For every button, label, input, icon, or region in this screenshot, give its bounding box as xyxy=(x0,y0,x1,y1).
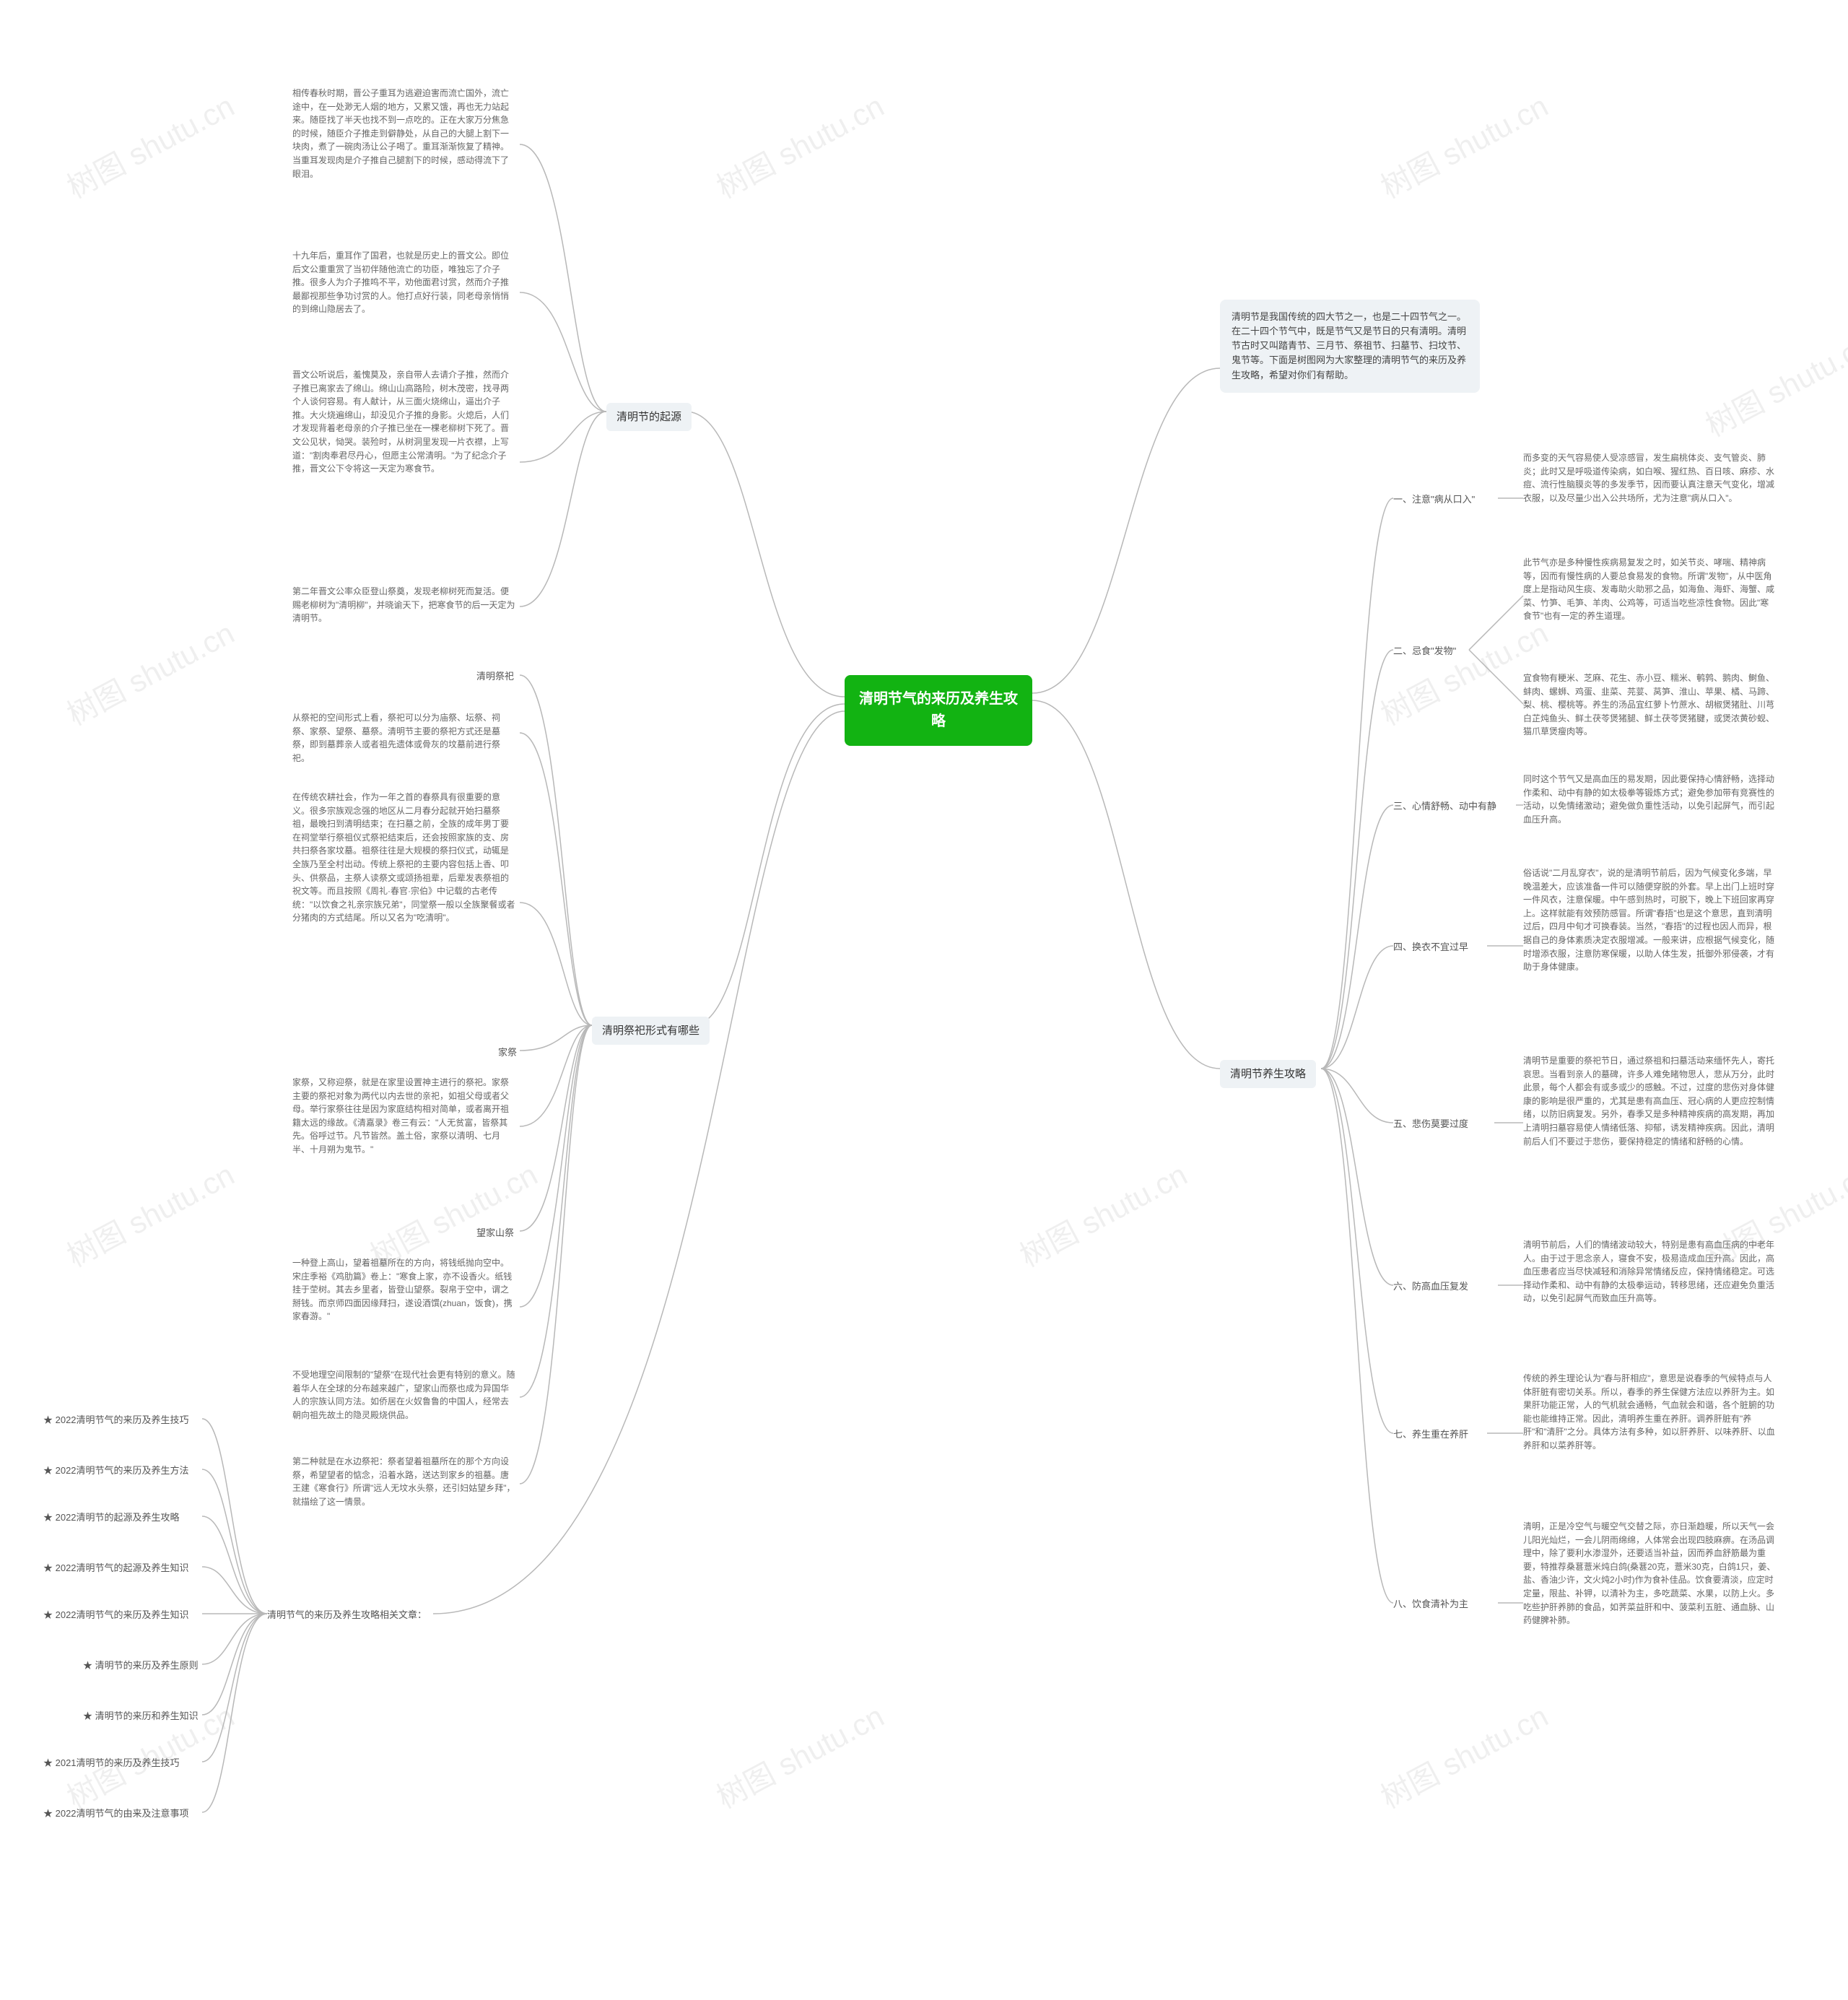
section-origin: 清明节的起源 xyxy=(606,403,692,431)
section-health: 清明节养生攻略 xyxy=(1220,1060,1316,1088)
forms-text-8: 第二种就是在水边祭祀：祭者望着祖墓所在的那个方向设祭，希望望者的惦念，沿着水路，… xyxy=(292,1455,516,1508)
related-7: ★ 2021清明节的来历及养生技巧 xyxy=(43,1756,180,1770)
related-8: ★ 2022清明节气的由来及注意事项 xyxy=(43,1806,189,1821)
point-8-text: 清明，正是冷空气与暖空气交替之际，亦日渐趋暖，所以天气一会儿阳光灿烂，一会儿阴雨… xyxy=(1523,1520,1776,1627)
point-5-text: 清明节是重要的祭祀节日，通过祭祖和扫墓活动来缅怀先人，寄托哀思。当看到亲人的墓碑… xyxy=(1523,1054,1776,1148)
forms-text-2: 在传统农耕社会，作为一年之首的春祭具有很重要的意义。很多宗族观念强的地区从二月春… xyxy=(292,791,516,925)
point-1-text: 而多变的天气容易使人受凉感冒，发生扁桃体炎、支气管炎、肺炎；此时又是呼吸道传染病… xyxy=(1523,451,1776,505)
section-forms: 清明祭祀形式有哪些 xyxy=(592,1017,710,1045)
point-4-text: 俗话说"二月乱穿衣"，说的是清明节前后，因为气候变化多端，早晚温差大，应该准备一… xyxy=(1523,866,1776,974)
point-2-label: 二、忌食"发物" xyxy=(1393,644,1456,658)
watermark: 树图 shutu.cn xyxy=(1011,1151,1194,1276)
point-5-label: 五、悲伤莫要过度 xyxy=(1393,1117,1468,1131)
forms-title-5: 望家山祭 xyxy=(476,1226,514,1240)
point-1-label: 一、注意"病从口入" xyxy=(1393,492,1475,507)
related-0: ★ 2022清明节气的来历及养生技巧 xyxy=(43,1413,189,1427)
intro-box: 清明节是我国传统的四大节之一，也是二十四节气之一。在二十四个节气中，既是节气又是… xyxy=(1220,300,1480,393)
related-3: ★ 2022清明节气的起源及养生知识 xyxy=(43,1561,189,1575)
forms-text-6: 一种登上高山，望着祖墓所在的方向，将钱纸抛向空中。宋庄季裕《鸡肋篇》卷上："寒食… xyxy=(292,1256,516,1323)
point-7-label: 七、养生重在养肝 xyxy=(1393,1427,1468,1442)
point-3-text: 同时这个节气又是高血压的易发期，因此要保持心情舒畅，选择动作柔和、动中有静的如太… xyxy=(1523,773,1776,826)
watermark: 树图 shutu.cn xyxy=(1697,321,1848,445)
center-node: 清明节气的来历及养生攻略 xyxy=(845,675,1032,746)
forms-title-3: 家祭 xyxy=(498,1045,517,1060)
watermark: 树图 shutu.cn xyxy=(1372,82,1555,207)
related-6: ★ 清明节的来历和养生知识 xyxy=(83,1709,199,1723)
watermark: 树图 shutu.cn xyxy=(708,82,891,207)
watermark: 树图 shutu.cn xyxy=(1372,1692,1555,1817)
forms-text-4: 家祭，又称迎祭，就是在家里设置神主进行的祭祀。家祭主要的祭祀对象为两代以内去世的… xyxy=(292,1076,516,1157)
related-5: ★ 清明节的来历及养生原则 xyxy=(83,1658,199,1673)
watermark: 树图 shutu.cn xyxy=(58,1151,241,1276)
point-3-label: 三、心情舒畅、动中有静 xyxy=(1393,799,1496,814)
origin-para-0: 相传春秋时期，晋公子重耳为逃避迫害而流亡国外，流亡途中，在一处渺无人烟的地方，又… xyxy=(292,87,516,181)
point-4-label: 四、换衣不宜过早 xyxy=(1393,940,1468,955)
point-2-text-a: 此节气亦是多种慢性疾病易复发之时，如关节炎、哮喘、精神病等，因而有慢性病的人要总… xyxy=(1523,556,1776,623)
forms-text-7: 不受地理空间限制的"望祭"在现代社会更有特别的意义。随着华人在全球的分布越来越广… xyxy=(292,1368,516,1422)
point-6-label: 六、防高血压复发 xyxy=(1393,1279,1468,1294)
point-6-text: 清明节前后，人们的情绪波动较大，特别是患有高血压病的中老年人。由于过于思念亲人，… xyxy=(1523,1238,1776,1305)
connector-lines xyxy=(0,0,1848,2000)
point-7-text: 传统的养生理论认为"春与肝相应"，意思是说春季的气候特点与人体肝脏有密切关系。所… xyxy=(1523,1372,1776,1453)
forms-title-0: 清明祭祀 xyxy=(476,669,514,684)
section-related: 清明节气的来历及养生攻略相关文章： xyxy=(267,1608,427,1622)
forms-text-1: 从祭祀的空间形式上看，祭祀可以分为庙祭、坛祭、祠祭、家祭、望祭、墓祭。清明节主要… xyxy=(292,711,516,765)
watermark: 树图 shutu.cn xyxy=(58,609,241,734)
watermark: 树图 shutu.cn xyxy=(708,1692,891,1817)
point-8-label: 八、饮食清补为主 xyxy=(1393,1597,1468,1612)
watermark: 树图 shutu.cn xyxy=(58,82,241,207)
origin-para-2: 晋文公听说后，羞愧莫及，亲自带人去请介子推，然而介子推已离家去了绵山。绵山山高路… xyxy=(292,368,516,476)
point-2-text-b: 宜食物有粳米、芝麻、花生、赤小豆、糯米、鹌鹑、鹅肉、鲥鱼、蚌肉、螺蛳、鸡蛋、韭菜… xyxy=(1523,671,1776,739)
origin-para-1: 十九年后，重耳作了国君，也就是历史上的晋文公。即位后文公重重赏了当初伴随他流亡的… xyxy=(292,249,516,316)
related-2: ★ 2022清明节的起源及养生攻略 xyxy=(43,1510,180,1525)
related-4: ★ 2022清明节气的来历及养生知识 xyxy=(43,1608,189,1622)
related-1: ★ 2022清明节气的来历及养生方法 xyxy=(43,1464,189,1478)
origin-para-3: 第二年晋文公率众臣登山祭奠，发现老柳树死而复活。便赐老柳树为"清明柳"，并晓谕天… xyxy=(292,585,516,625)
